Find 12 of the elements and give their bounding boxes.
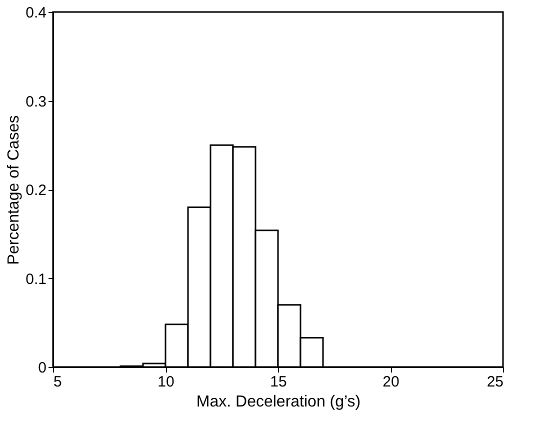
x-tick-label: 5 bbox=[54, 374, 62, 390]
x-tick-label: 10 bbox=[158, 374, 174, 390]
x-tick-label: 20 bbox=[382, 374, 400, 390]
x-axis-title: Max. Deceleration (g’s) bbox=[196, 394, 361, 410]
y-tick-label: 0 bbox=[38, 360, 46, 376]
y-tick-label: 0.2 bbox=[26, 182, 46, 199]
x-tick-label: 25 bbox=[486, 374, 504, 390]
y-tick-label: 0.3 bbox=[26, 93, 46, 110]
x-tick-label: 15 bbox=[270, 374, 287, 390]
y-tick-label: 0.4 bbox=[26, 4, 46, 22]
y-axis-title: Percentage of Cases bbox=[6, 115, 23, 265]
y-tick-label: 0.1 bbox=[26, 270, 46, 288]
